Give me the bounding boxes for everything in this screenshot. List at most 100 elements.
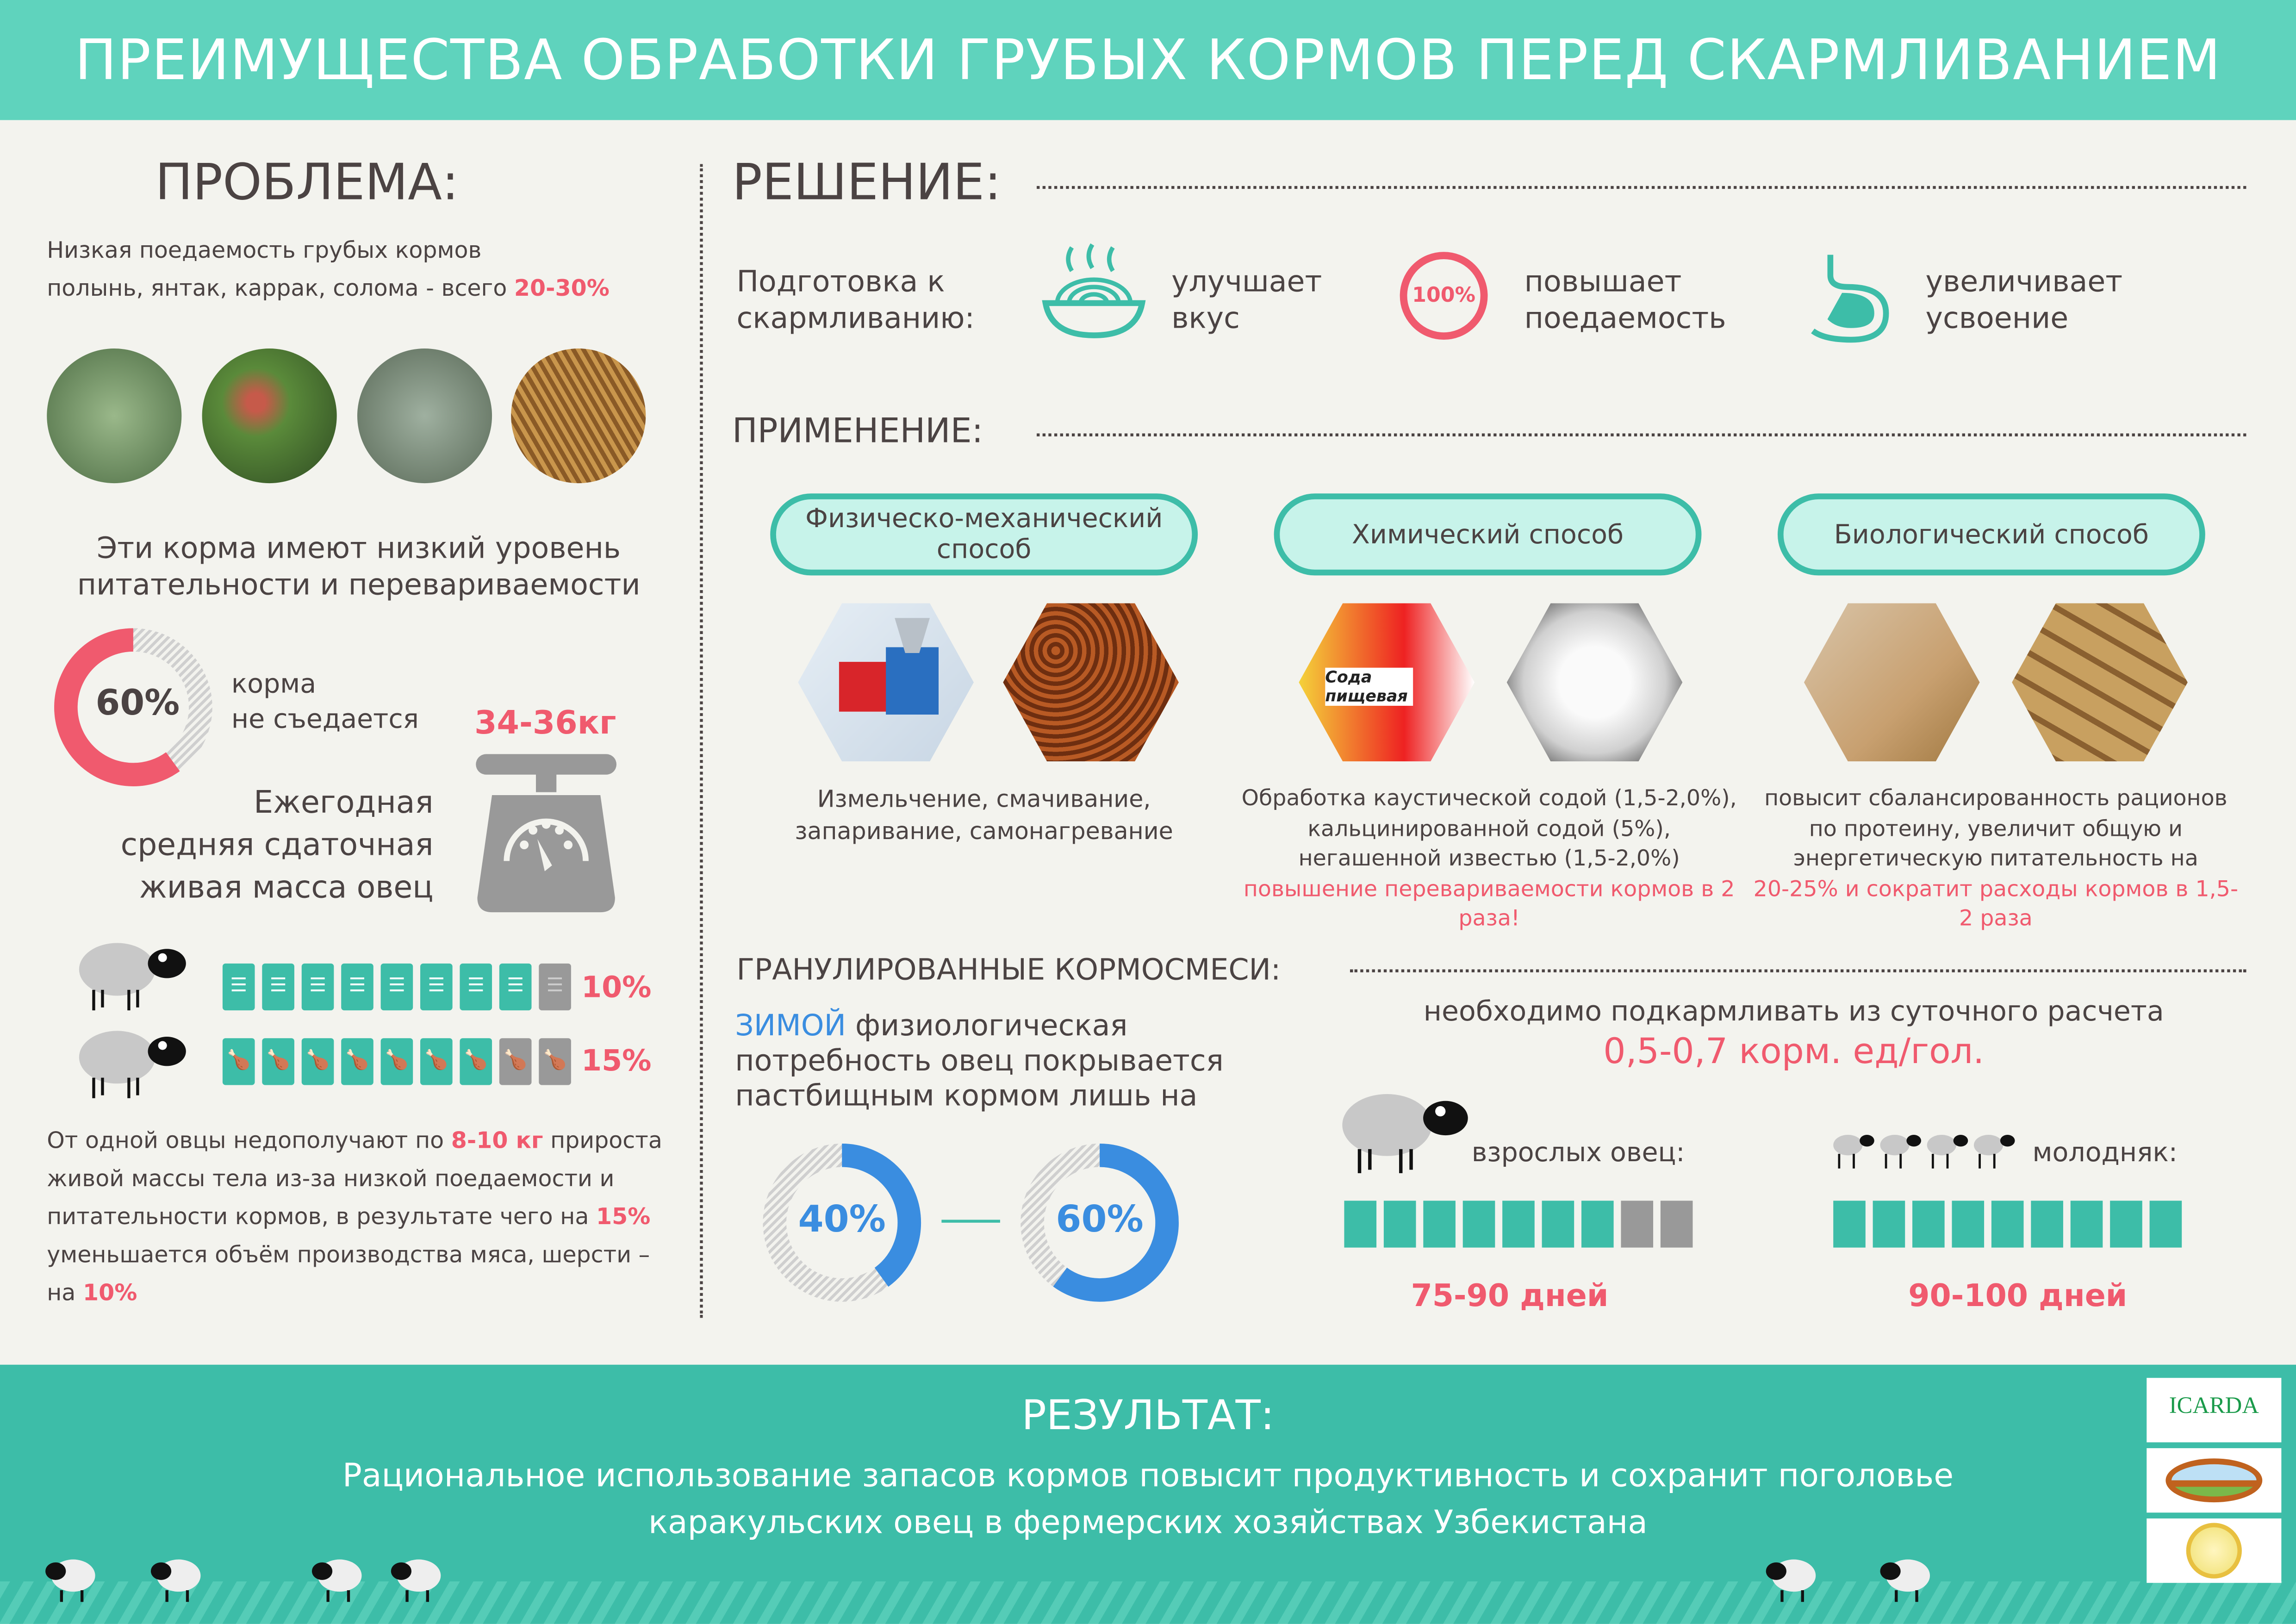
spool-icon: ☰ <box>380 963 413 1011</box>
intro-line: Низкая поедаемость грубых кормов <box>47 237 482 264</box>
uneaten-line: не съедается <box>231 704 419 735</box>
problem-intro: Низкая поедаемость грубых кормов полынь,… <box>47 231 691 308</box>
weight-line: средняя сдаточная <box>120 827 434 863</box>
drumstick-icon: 🍗 <box>539 1038 571 1085</box>
day-bar <box>2070 1201 2103 1248</box>
young-days-bars <box>1833 1201 2189 1253</box>
uneaten-line: корма <box>231 669 317 700</box>
loss-highlight: 15% <box>596 1203 651 1230</box>
day-bar <box>2110 1201 2142 1248</box>
page-title: ПРЕИМУЩЕСТВА ОБРАБОТКИ ГРУБЫХ КОРМОВ ПЕР… <box>0 0 2296 120</box>
badge-100-icon: 100% <box>1400 252 1488 340</box>
donut-60-label: 60% <box>1056 1198 1144 1240</box>
benefit-digestion: увеличивает усвоение <box>1925 263 2123 336</box>
loss-highlight: 8-10 кг <box>451 1127 543 1154</box>
day-bar <box>1833 1201 1866 1248</box>
winter-word: ЗИМОЙ <box>735 1007 846 1043</box>
solution-title: РЕШЕНИЕ: <box>732 154 1002 212</box>
supplement-value: 0,5-0,7 корм. ед/гол. <box>1603 1031 1985 1072</box>
method-chemical-desc: Обработка каустической содой (1,5-2,0%),… <box>1239 784 1740 933</box>
day-bar <box>2031 1201 2063 1248</box>
weight-value: 34-36кг <box>474 705 616 743</box>
icarda-logo: ICARDA <box>2147 1378 2282 1443</box>
young-days: 90-100 дней <box>1908 1278 2128 1314</box>
loss-part: От одной овцы недополучают по <box>47 1127 451 1154</box>
result-title: РЕЗУЛЬТАТ: <box>1021 1391 1275 1440</box>
yeast-photo <box>1804 603 1980 762</box>
supplement-text: необходимо подкармливать из суточного ра… <box>1423 996 2164 1028</box>
crusher-machine-photo <box>798 603 974 762</box>
result-line: Рациональное использование запасов кормо… <box>342 1458 1954 1495</box>
donut-arc <box>763 1144 921 1302</box>
spool-icon: ☰ <box>420 963 453 1011</box>
divider <box>1037 186 2246 189</box>
winter-desc: физиологическая потребность овец покрыва… <box>735 1007 1224 1113</box>
day-bar <box>1383 1201 1416 1248</box>
application-title: ПРИМЕНЕНИЕ: <box>732 413 983 451</box>
day-bar <box>1502 1201 1535 1248</box>
lime-photo <box>1506 603 1683 762</box>
sheep-icon <box>79 943 186 1011</box>
benefit-eatability: повышает поедаемость <box>1524 263 1726 336</box>
soda-pack-photo: Сода пищевая <box>1299 603 1475 762</box>
drumstick-icon: 🍗 <box>301 1038 334 1085</box>
meat-percent: 15% <box>581 1042 652 1078</box>
drumstick-icon: 🍗 <box>499 1038 532 1085</box>
method-physical: Физическо-механический способ <box>770 493 1198 576</box>
lambs-icon <box>1830 1127 2021 1180</box>
result-text: Рациональное использование запасов кормо… <box>0 1454 2296 1548</box>
stomach-icon <box>1811 255 1889 343</box>
donut-arc <box>1020 1144 1179 1302</box>
loss-part: уменьшается объём производства мяса, шер… <box>47 1241 650 1307</box>
divider <box>1350 969 2246 972</box>
day-bar <box>1581 1201 1614 1248</box>
drumstick-icon: 🍗 <box>380 1038 413 1085</box>
day-bar <box>1660 1201 1693 1248</box>
lamb-icons <box>1833 1127 2021 1174</box>
drumstick-icon: 🍗 <box>460 1038 492 1085</box>
method-physical-desc: Измельчение, смачивание, запаривание, са… <box>795 784 1173 845</box>
spool-icon: ☰ <box>499 963 532 1011</box>
day-bar <box>1542 1201 1574 1248</box>
prep-label: Подготовка к скармливанию: <box>736 263 975 336</box>
result-line: каракульских овец в фермерских хозяйства… <box>648 1505 1648 1542</box>
karrak-photo <box>357 348 492 484</box>
weight-line: Ежегодная <box>254 784 434 820</box>
desc-highlight: повышение перевариваемости кормов в 2 ра… <box>1243 875 1735 932</box>
pellets-photo <box>2012 603 2188 762</box>
young-label: молодняк: <box>2032 1138 2178 1169</box>
drumstick-icon: 🍗 <box>341 1038 373 1085</box>
day-bar <box>1344 1201 1377 1248</box>
wormwood-photo <box>47 348 182 484</box>
nutrition-text: Эти корма имеют низкий уровень питательн… <box>77 530 641 602</box>
uneaten-text: корма не съедается <box>231 668 419 738</box>
loss-highlight: 10% <box>82 1280 137 1307</box>
desc-text: Обработка каустической содой (1,5-2,0%),… <box>1241 784 1737 871</box>
benefit-taste: улучшает вкус <box>1171 263 1322 336</box>
intro-line: полынь, янтак, каррак, солома - всего <box>47 275 514 302</box>
footer-sheep-right <box>1764 1552 1969 1605</box>
bowl-icon <box>1042 243 1146 338</box>
dash-connector <box>941 1220 1000 1223</box>
drumstick-icon: 🍗 <box>262 1038 294 1085</box>
day-bar <box>1621 1201 1654 1248</box>
drumstick-icon: 🍗 <box>420 1038 453 1085</box>
uzbek-institute-logo <box>2147 1518 2282 1583</box>
donut-40-label: 40% <box>798 1198 886 1240</box>
desc-text: повысит сбалансированность рационов по п… <box>1764 784 2228 871</box>
weight-line: живая масса овец <box>139 870 434 905</box>
footer-sheep-left <box>45 1552 512 1605</box>
spool-icon: ☰ <box>301 963 334 1011</box>
day-bar <box>1873 1201 1905 1248</box>
divider <box>1037 433 2246 436</box>
day-bar <box>1991 1201 2024 1248</box>
spool-icon: ☰ <box>222 963 255 1011</box>
granulated-title: ГРАНУЛИРОВАННЫЕ КОРМОСМЕСИ: <box>736 952 1281 987</box>
column-divider <box>700 164 703 1318</box>
day-bar <box>1952 1201 1985 1248</box>
sheep-icon <box>79 1031 186 1098</box>
day-bar <box>2149 1201 2182 1248</box>
method-chemical: Химический способ <box>1274 493 1702 576</box>
uneaten-arc <box>54 628 212 787</box>
adult-days: 75-90 дней <box>1411 1278 1609 1314</box>
